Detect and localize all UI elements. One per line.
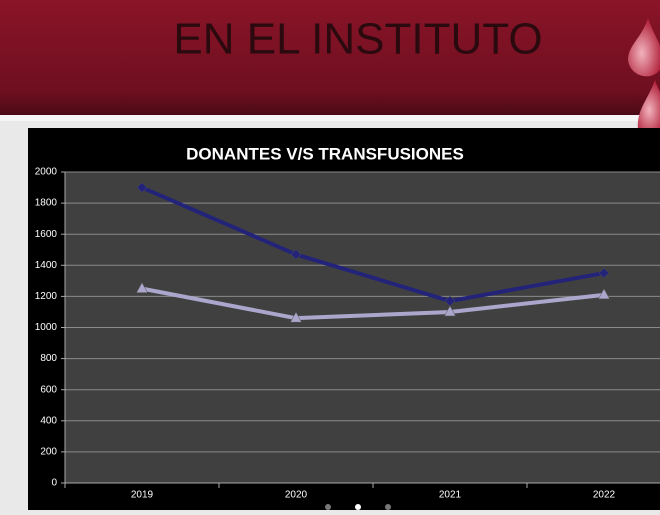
y-tick-label: 1800 [35,198,58,209]
x-tick-label: 2019 [131,490,154,501]
x-tick-label: 2020 [285,490,308,501]
blood-drop [628,18,660,77]
nav-dot[interactable] [325,504,331,510]
slide-title: EN EL INSTITUTO [173,15,542,64]
y-tick-label: 1000 [35,322,58,333]
blood-drop [637,80,660,130]
y-tick-label: 1200 [35,291,58,302]
y-tick-label: 2000 [35,167,58,178]
nav-dot[interactable] [355,504,361,510]
series-line [141,185,605,304]
nav-dot[interactable] [385,504,391,510]
y-tick-label: 600 [40,384,57,395]
title-band [0,0,660,115]
y-tick-label: 0 [51,478,57,489]
chart-title: DONANTES V/S TRANSFUSIONES [186,144,464,163]
data-point [136,182,148,193]
data-point [598,267,610,279]
data-point [598,288,610,300]
data-point [444,305,456,317]
y-tick-label: 800 [40,353,57,364]
data-point [290,249,302,260]
band-edge [0,115,660,121]
x-tick-label: 2021 [439,490,462,501]
plot [64,171,660,488]
series-line [141,286,605,321]
x-tick-label: 2022 [593,490,616,501]
data-point [290,311,302,323]
y-tick-label: 1400 [35,260,58,271]
y-tick-label: 400 [40,415,57,426]
y-tick-label: 1600 [35,229,58,240]
data-point [136,282,148,293]
y-tick-label: 200 [40,447,57,458]
